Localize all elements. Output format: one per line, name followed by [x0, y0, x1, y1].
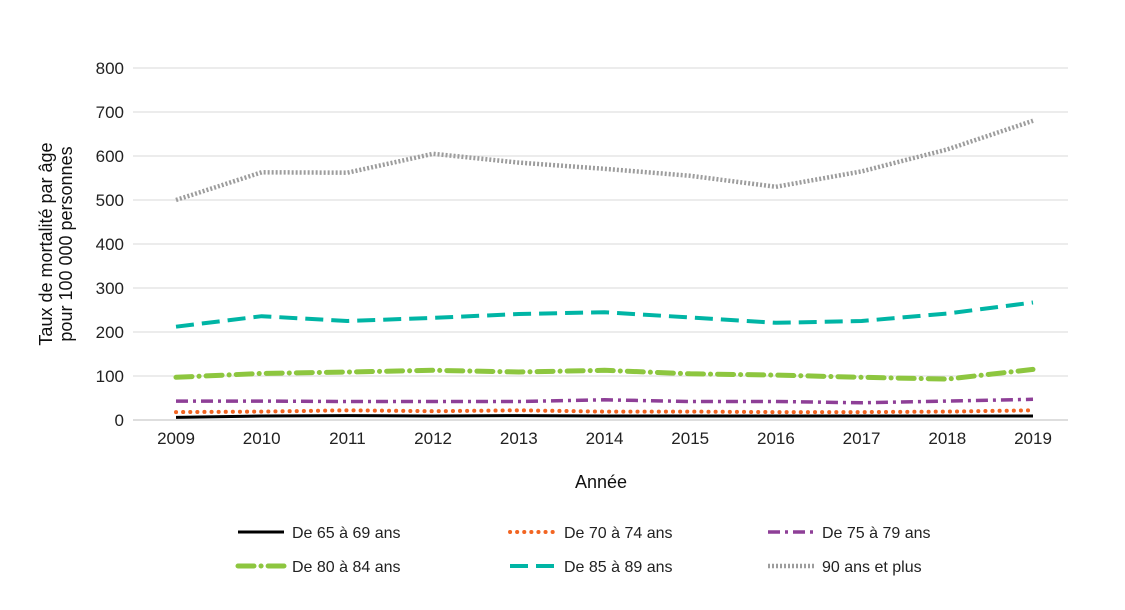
x-tick-label: 2012	[414, 429, 452, 448]
x-tick-label: 2019	[1014, 429, 1052, 448]
x-tick-label: 2015	[671, 429, 709, 448]
x-tick-label: 2016	[757, 429, 795, 448]
y-axis-title-line-1: Taux de mortalité par âge	[36, 142, 56, 345]
legend-item: 90 ans et plus	[768, 559, 922, 576]
series-line-4	[175, 300, 1034, 329]
y-axis-title: Taux de mortalité par âge pour 100 000 p…	[36, 142, 76, 345]
x-tick-label: 2014	[586, 429, 624, 448]
legend-item: De 75 à 79 ans	[768, 525, 931, 542]
x-axis-title: Année	[575, 472, 627, 492]
y-axis-ticks: 0 100 200 300 400 500 600 700 800	[96, 59, 124, 430]
series-line-1	[174, 408, 1035, 415]
y-tick-label: 0	[115, 411, 124, 430]
series-line-0	[175, 414, 1033, 419]
y-tick-label: 600	[96, 147, 124, 166]
x-tick-label: 2010	[243, 429, 281, 448]
x-axis-ticks: 2009 2010 2011 2012 2013 2014 2015 2016 2017 2018…	[157, 429, 1052, 448]
grid-lines	[133, 67, 1068, 421]
legend-label: De 85 à 89 ans	[564, 559, 673, 576]
x-tick-label: 2009	[157, 429, 195, 448]
legend-item: De 85 à 89 ans	[510, 559, 673, 576]
y-tick-label: 300	[96, 279, 124, 298]
x-tick-label: 2013	[500, 429, 538, 448]
series-line-5	[175, 118, 1034, 203]
legend-item: De 70 à 74 ans	[508, 525, 673, 542]
x-tick-label: 2018	[928, 429, 966, 448]
legend-label: 90 ans et plus	[822, 559, 922, 576]
legend-item: De 80 à 84 ans	[235, 559, 401, 576]
legend-item: De 65 à 69 ans	[238, 525, 401, 542]
legend: De 65 à 69 ans De 70 à 74 ans De 75 à 79 a…	[235, 525, 931, 576]
legend-label: De 75 à 79 ans	[822, 525, 931, 542]
legend-label: De 65 à 69 ans	[292, 525, 401, 542]
x-tick-label: 2017	[843, 429, 881, 448]
y-tick-label: 100	[96, 367, 124, 386]
y-tick-label: 200	[96, 323, 124, 342]
y-tick-label: 800	[96, 59, 124, 78]
legend-label: De 70 à 74 ans	[564, 525, 673, 542]
y-tick-label: 700	[96, 103, 124, 122]
series-line-3	[173, 366, 1036, 382]
x-tick-label: 2011	[329, 429, 366, 448]
y-tick-label: 400	[96, 235, 124, 254]
series-line-2	[176, 397, 1034, 405]
series-lines	[173, 118, 1036, 419]
y-axis-title-line-2: pour 100 000 personnes	[56, 146, 76, 341]
legend-label: De 80 à 84 ans	[292, 559, 401, 576]
y-tick-label: 500	[96, 191, 124, 210]
